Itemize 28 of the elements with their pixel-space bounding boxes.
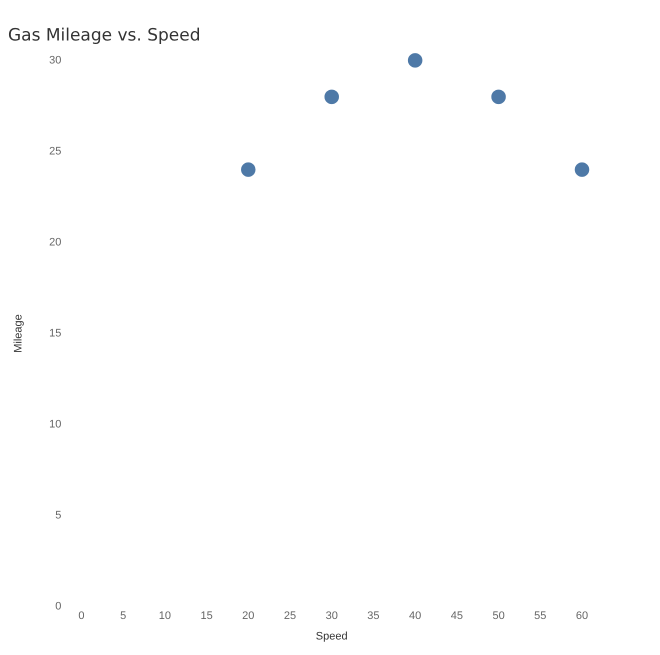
point: [406, 52, 424, 70]
x-tick-label: 5: [120, 610, 126, 622]
x-tick-label: 15: [200, 610, 213, 622]
point: [240, 160, 258, 178]
x-tick-label: 0: [78, 610, 84, 622]
x-tick-label: 60: [576, 610, 588, 622]
x-tick-label: 25: [284, 610, 296, 622]
x-tick-label: 55: [534, 610, 546, 622]
x-axis-title: Speed: [316, 630, 348, 642]
y-tick-label: 0: [55, 600, 62, 613]
y-tick-label: 25: [49, 145, 62, 158]
y-tick-label: 15: [49, 328, 62, 340]
x-tick-label: 50: [492, 610, 505, 622]
chart-title: Gas Mileage vs. Speed: [8, 26, 201, 46]
point: [322, 88, 340, 106]
y-tick-label: 5: [55, 510, 62, 522]
x-tick-label: 30: [326, 610, 338, 622]
x-tick-label: 10: [158, 610, 171, 622]
point: [573, 160, 591, 178]
x-tick-label: 45: [450, 610, 463, 622]
x-tick-label: 35: [367, 610, 380, 622]
y-tick-label: 30: [49, 54, 62, 66]
y-tick-label: 20: [49, 236, 62, 248]
y-tick-label: 10: [49, 418, 62, 431]
point: [490, 88, 508, 106]
y-axis-title: Mileage: [12, 314, 25, 353]
x-tick-label: 20: [242, 610, 254, 622]
x-tick-label: 40: [409, 610, 422, 622]
